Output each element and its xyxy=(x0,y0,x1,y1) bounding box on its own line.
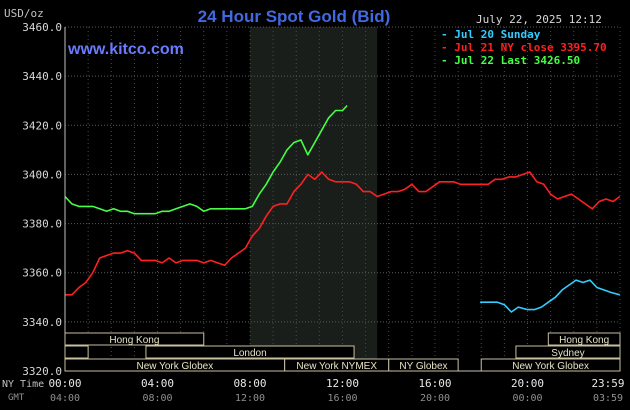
x-tick-ny: 16:00 xyxy=(418,377,451,390)
series-line-1 xyxy=(65,171,621,296)
x-tick-ny: 00:00 xyxy=(48,377,81,390)
legend: - Jul 20 Sunday- Jul 21 NY close 3395.70… xyxy=(441,28,607,67)
session-bar xyxy=(145,345,355,359)
timestamp: July 22, 2025 12:12 xyxy=(476,13,602,26)
x-tick-ny: 20:00 xyxy=(511,377,544,390)
x-tick-gmt: 04:00 xyxy=(50,393,80,404)
legend-item: - Jul 22 Last 3426.50 xyxy=(441,54,580,67)
trading-sessions: Hong Kong Hong Kong London Sydney New York G… xyxy=(64,332,621,372)
x-axis: NY Time GMT 00:00 04:00 08:00 12:00 16:00 20:00… xyxy=(2,377,625,404)
x-tick-ny: 04:00 xyxy=(141,377,174,390)
y-tick-label: 3320.0 xyxy=(22,365,62,378)
legend-item: - Jul 21 NY close 3395.70 xyxy=(441,41,607,54)
price-series xyxy=(64,105,621,313)
session-bar xyxy=(388,358,459,372)
nymex-shaded-region xyxy=(250,27,378,371)
gridlines xyxy=(64,26,621,372)
x-tick-gmt: 12:00 xyxy=(235,393,265,404)
session-label: Hong Kong xyxy=(109,335,159,346)
session-label: Hong Kong xyxy=(559,335,609,346)
y-tick-label: 3340.0 xyxy=(22,316,62,329)
x-tick-ny: 12:00 xyxy=(326,377,359,390)
session-bar xyxy=(480,358,621,372)
x-tick-ny: 08:00 xyxy=(233,377,266,390)
y-tick-label: 3460.0 xyxy=(22,21,62,34)
x-tick-gmt: 08:00 xyxy=(142,393,172,404)
session-bar xyxy=(64,332,205,346)
legend-item: - Jul 20 Sunday xyxy=(441,28,541,41)
x-tick-ny: 23:59 xyxy=(591,377,624,390)
x-tick-gmt: 20:00 xyxy=(420,393,450,404)
x-tick-gmt: 16:00 xyxy=(327,393,357,404)
session-label: London xyxy=(233,348,266,359)
series-line-2 xyxy=(64,105,348,215)
series-line-0 xyxy=(480,279,621,313)
y-tick-label: 3420.0 xyxy=(22,119,62,132)
unit-label: USD/oz xyxy=(4,7,44,20)
session-bar xyxy=(64,345,89,359)
nymex-shade-rect xyxy=(250,27,378,371)
brand-link[interactable]: www.kitco.com xyxy=(67,41,184,58)
y-tick-label: 3400.0 xyxy=(22,168,62,181)
session-label: Sydney xyxy=(551,348,584,359)
y-tick-label: 3440.0 xyxy=(22,70,62,83)
y-tick-label: 3360.0 xyxy=(22,267,62,280)
x-axis-gmt-label: GMT xyxy=(8,393,25,403)
session-label: New York NYMEX xyxy=(296,361,377,372)
session-bar xyxy=(547,332,621,346)
session-label: New York Globex xyxy=(136,361,213,372)
session-bar xyxy=(515,345,621,359)
x-tick-gmt: 03:59 xyxy=(593,393,623,404)
x-tick-gmt: 00:00 xyxy=(512,393,542,404)
x-axis-ny-label: NY Time xyxy=(2,379,44,390)
y-tick-label: 3380.0 xyxy=(22,218,62,231)
session-label: NY Globex xyxy=(399,361,447,372)
session-label: New York Globex xyxy=(512,361,589,372)
chart-title: 24 Hour Spot Gold (Bid) xyxy=(198,7,391,26)
